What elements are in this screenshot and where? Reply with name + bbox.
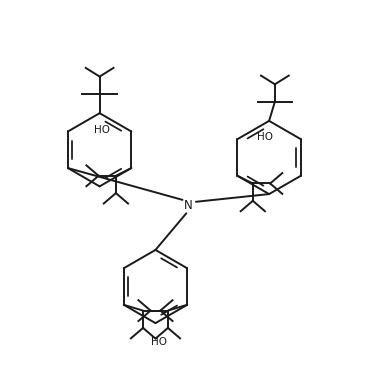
Text: HO: HO	[151, 337, 167, 347]
Text: N: N	[184, 199, 192, 212]
Text: HO: HO	[94, 125, 110, 134]
Text: HO: HO	[257, 132, 273, 142]
